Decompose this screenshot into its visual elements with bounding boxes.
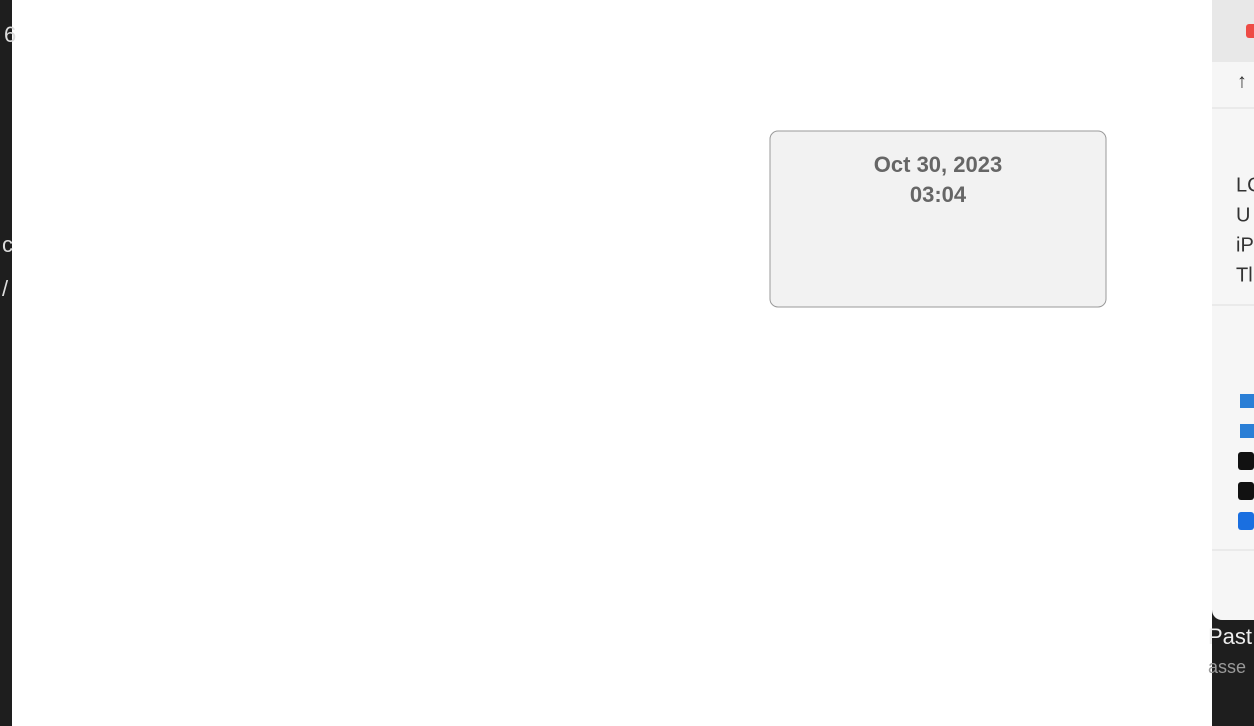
app-icon[interactable]: [1238, 482, 1254, 500]
fragment: c: [2, 232, 13, 257]
app-icon[interactable]: [1238, 452, 1254, 470]
fragment: U: [1236, 204, 1250, 226]
fragment[interactable]: ↑: [1237, 70, 1247, 92]
fragment: Past: [1208, 624, 1252, 649]
fragment: 6: [4, 22, 16, 47]
fragment: asse: [1208, 657, 1246, 677]
tooltip-date: Oct 30, 2023: [874, 152, 1002, 177]
chart-background: [12, 0, 1212, 726]
tooltip-time: 03:04: [910, 182, 967, 207]
fragment: iP: [1236, 234, 1254, 256]
close-button[interactable]: [1246, 24, 1254, 38]
fragment: Tl: [1236, 264, 1253, 286]
app-icon[interactable]: [1240, 394, 1254, 408]
fragment: /: [2, 276, 9, 301]
tooltip: Oct 30, 2023 03:04: [769, 130, 1107, 308]
app-icon[interactable]: [1240, 424, 1254, 438]
fragment: LC: [1236, 174, 1254, 196]
tooltip-box: [769, 130, 1107, 308]
app-icon[interactable]: [1238, 512, 1254, 530]
